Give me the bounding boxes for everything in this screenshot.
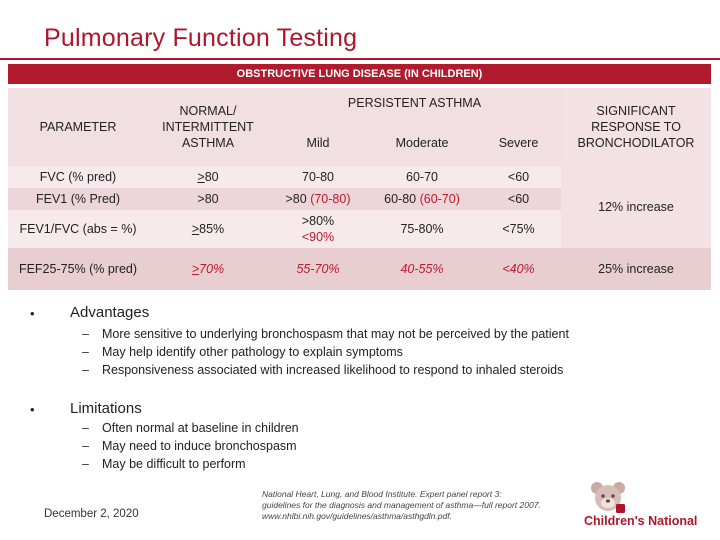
row-fev1fvc-moderate: 75-80% bbox=[400, 222, 444, 236]
bullet-advantages-dot: • bbox=[30, 306, 35, 321]
header-persistent: PERSISTENT ASTHMA bbox=[347, 96, 482, 110]
row-fev1fvc-param: FEV1/FVC (abs = %) bbox=[19, 222, 137, 236]
row-fev1-moderate: 60-80 (60-70) bbox=[368, 188, 476, 210]
citation-line3: www.nhlbi.nih.gov/guidelines/asthma/asth… bbox=[262, 511, 452, 521]
header-normal-line1: NORMAL/ bbox=[179, 104, 237, 118]
dash-adv-3: – bbox=[82, 363, 89, 377]
advantage-item: May help identify other pathology to exp… bbox=[102, 345, 403, 359]
limitation-item: May need to induce bronchospasm bbox=[102, 439, 297, 453]
childrens-national-logo: Children's National bbox=[584, 480, 710, 530]
row-fef-response: 25% increase bbox=[598, 262, 674, 276]
row-fev1fvc-severe: <75% bbox=[502, 222, 535, 236]
advantage-item: Responsiveness associated with increased… bbox=[102, 363, 564, 377]
bear-logo-icon bbox=[591, 482, 625, 513]
header-sig-line2: RESPONSE TO bbox=[591, 120, 681, 134]
row-fvc-moderate: 60-70 bbox=[406, 170, 438, 184]
table-banner: OBSTRUCTIVE LUNG DISEASE (IN CHILDREN) bbox=[8, 64, 711, 84]
row-fvc-normal-val: 80 bbox=[204, 170, 219, 184]
row-fev1-normal: >80 bbox=[197, 192, 219, 206]
row-fev1-moderate-a: 60-80 bbox=[384, 192, 420, 206]
row-fev1-mild-b: (70-80) bbox=[310, 192, 351, 206]
advantage-item: More sensitive to underlying bronchospas… bbox=[102, 327, 569, 341]
row-fvc-normal: >80 bbox=[148, 166, 268, 188]
row-fef-severe: <40% bbox=[502, 262, 535, 276]
row-fef-mild: 55-70% bbox=[296, 262, 340, 276]
logo-text: Children's National bbox=[584, 514, 698, 528]
row-fef-normal: >70% bbox=[148, 248, 268, 290]
header-normal: NORMAL/ INTERMITTENT ASTHMA bbox=[148, 88, 268, 166]
citation: National Heart, Lung, and Blood Institut… bbox=[262, 489, 572, 522]
pft-table: PARAMETER NORMAL/ INTERMITTENT ASTHMA PE… bbox=[8, 88, 711, 290]
row-fef-normal-sym: > bbox=[191, 262, 200, 276]
row-fev1-mild: >80 (70-80) bbox=[268, 188, 368, 210]
header-sig-line3: BRONCHODILATOR bbox=[577, 136, 695, 150]
citation-line2: guidelines for the diagnosis and managem… bbox=[262, 500, 541, 510]
header-normal-line3: ASTHMA bbox=[181, 136, 235, 150]
bullet-limitations-dot: • bbox=[30, 402, 35, 417]
limitation-item: Often normal at baseline in children bbox=[102, 421, 299, 435]
slide-date: December 2, 2020 bbox=[44, 508, 139, 520]
bullet-advantages: Advantages bbox=[70, 304, 150, 321]
dash-lim-3: – bbox=[82, 457, 89, 471]
row-fev1fvc-mild-b: <90% bbox=[301, 230, 335, 244]
row-fef-moderate: 40-55% bbox=[400, 262, 444, 276]
row-fev1fvc-normal-sym: > bbox=[191, 222, 200, 236]
row-fev1-response: 12% increase bbox=[598, 200, 674, 214]
dash-adv-1: – bbox=[82, 327, 89, 341]
row-fev1-moderate-b: (60-70) bbox=[419, 192, 460, 206]
header-moderate: Moderate bbox=[395, 136, 449, 150]
dash-lim-1: – bbox=[82, 421, 89, 435]
limitation-item: May be difficult to perform bbox=[102, 457, 246, 471]
header-mild: Mild bbox=[306, 136, 330, 150]
row-fev1fvc-mild-a: >80% bbox=[301, 214, 335, 228]
row-fev1-mild-a: >80 bbox=[285, 192, 311, 206]
row-fvc-mild: 70-80 bbox=[302, 170, 334, 184]
row-band-fvc bbox=[8, 166, 711, 188]
row-fev1fvc-normal: >85% bbox=[148, 210, 268, 248]
header-parameter: PARAMETER bbox=[39, 120, 117, 134]
row-band-fev1 bbox=[8, 188, 711, 210]
row-fev1-param: FEV1 (% Pred) bbox=[35, 192, 121, 206]
header-sig-line1: SIGNIFICANT bbox=[596, 104, 676, 118]
title-divider bbox=[0, 58, 720, 60]
row-fvc-param: FVC (% pred) bbox=[39, 170, 117, 184]
header-severe: Severe bbox=[498, 136, 539, 150]
dash-adv-2: – bbox=[82, 345, 89, 359]
response-fef-bg bbox=[561, 248, 711, 290]
slide-title: Pulmonary Function Testing bbox=[44, 24, 358, 52]
citation-line1: National Heart, Lung, and Blood Institut… bbox=[262, 489, 502, 499]
row-fvc-normal-sym: > bbox=[197, 170, 205, 184]
header-significant-response: SIGNIFICANT RESPONSE TO BRONCHODILATOR bbox=[561, 88, 711, 166]
header-normal-line2: INTERMITTENT bbox=[162, 120, 254, 134]
row-fef-param: FEF25-75% (% pred) bbox=[18, 262, 138, 276]
dash-lim-2: – bbox=[82, 439, 89, 453]
row-fvc-severe: <60 bbox=[507, 170, 530, 184]
row-fev1fvc-mild: >80% <90% bbox=[268, 210, 368, 248]
row-fev1-severe: <60 bbox=[507, 192, 530, 206]
row-fev1fvc-normal-val: 85% bbox=[199, 222, 225, 236]
row-fef-normal-val: 70% bbox=[199, 262, 225, 276]
bullet-limitations: Limitations bbox=[70, 400, 142, 417]
